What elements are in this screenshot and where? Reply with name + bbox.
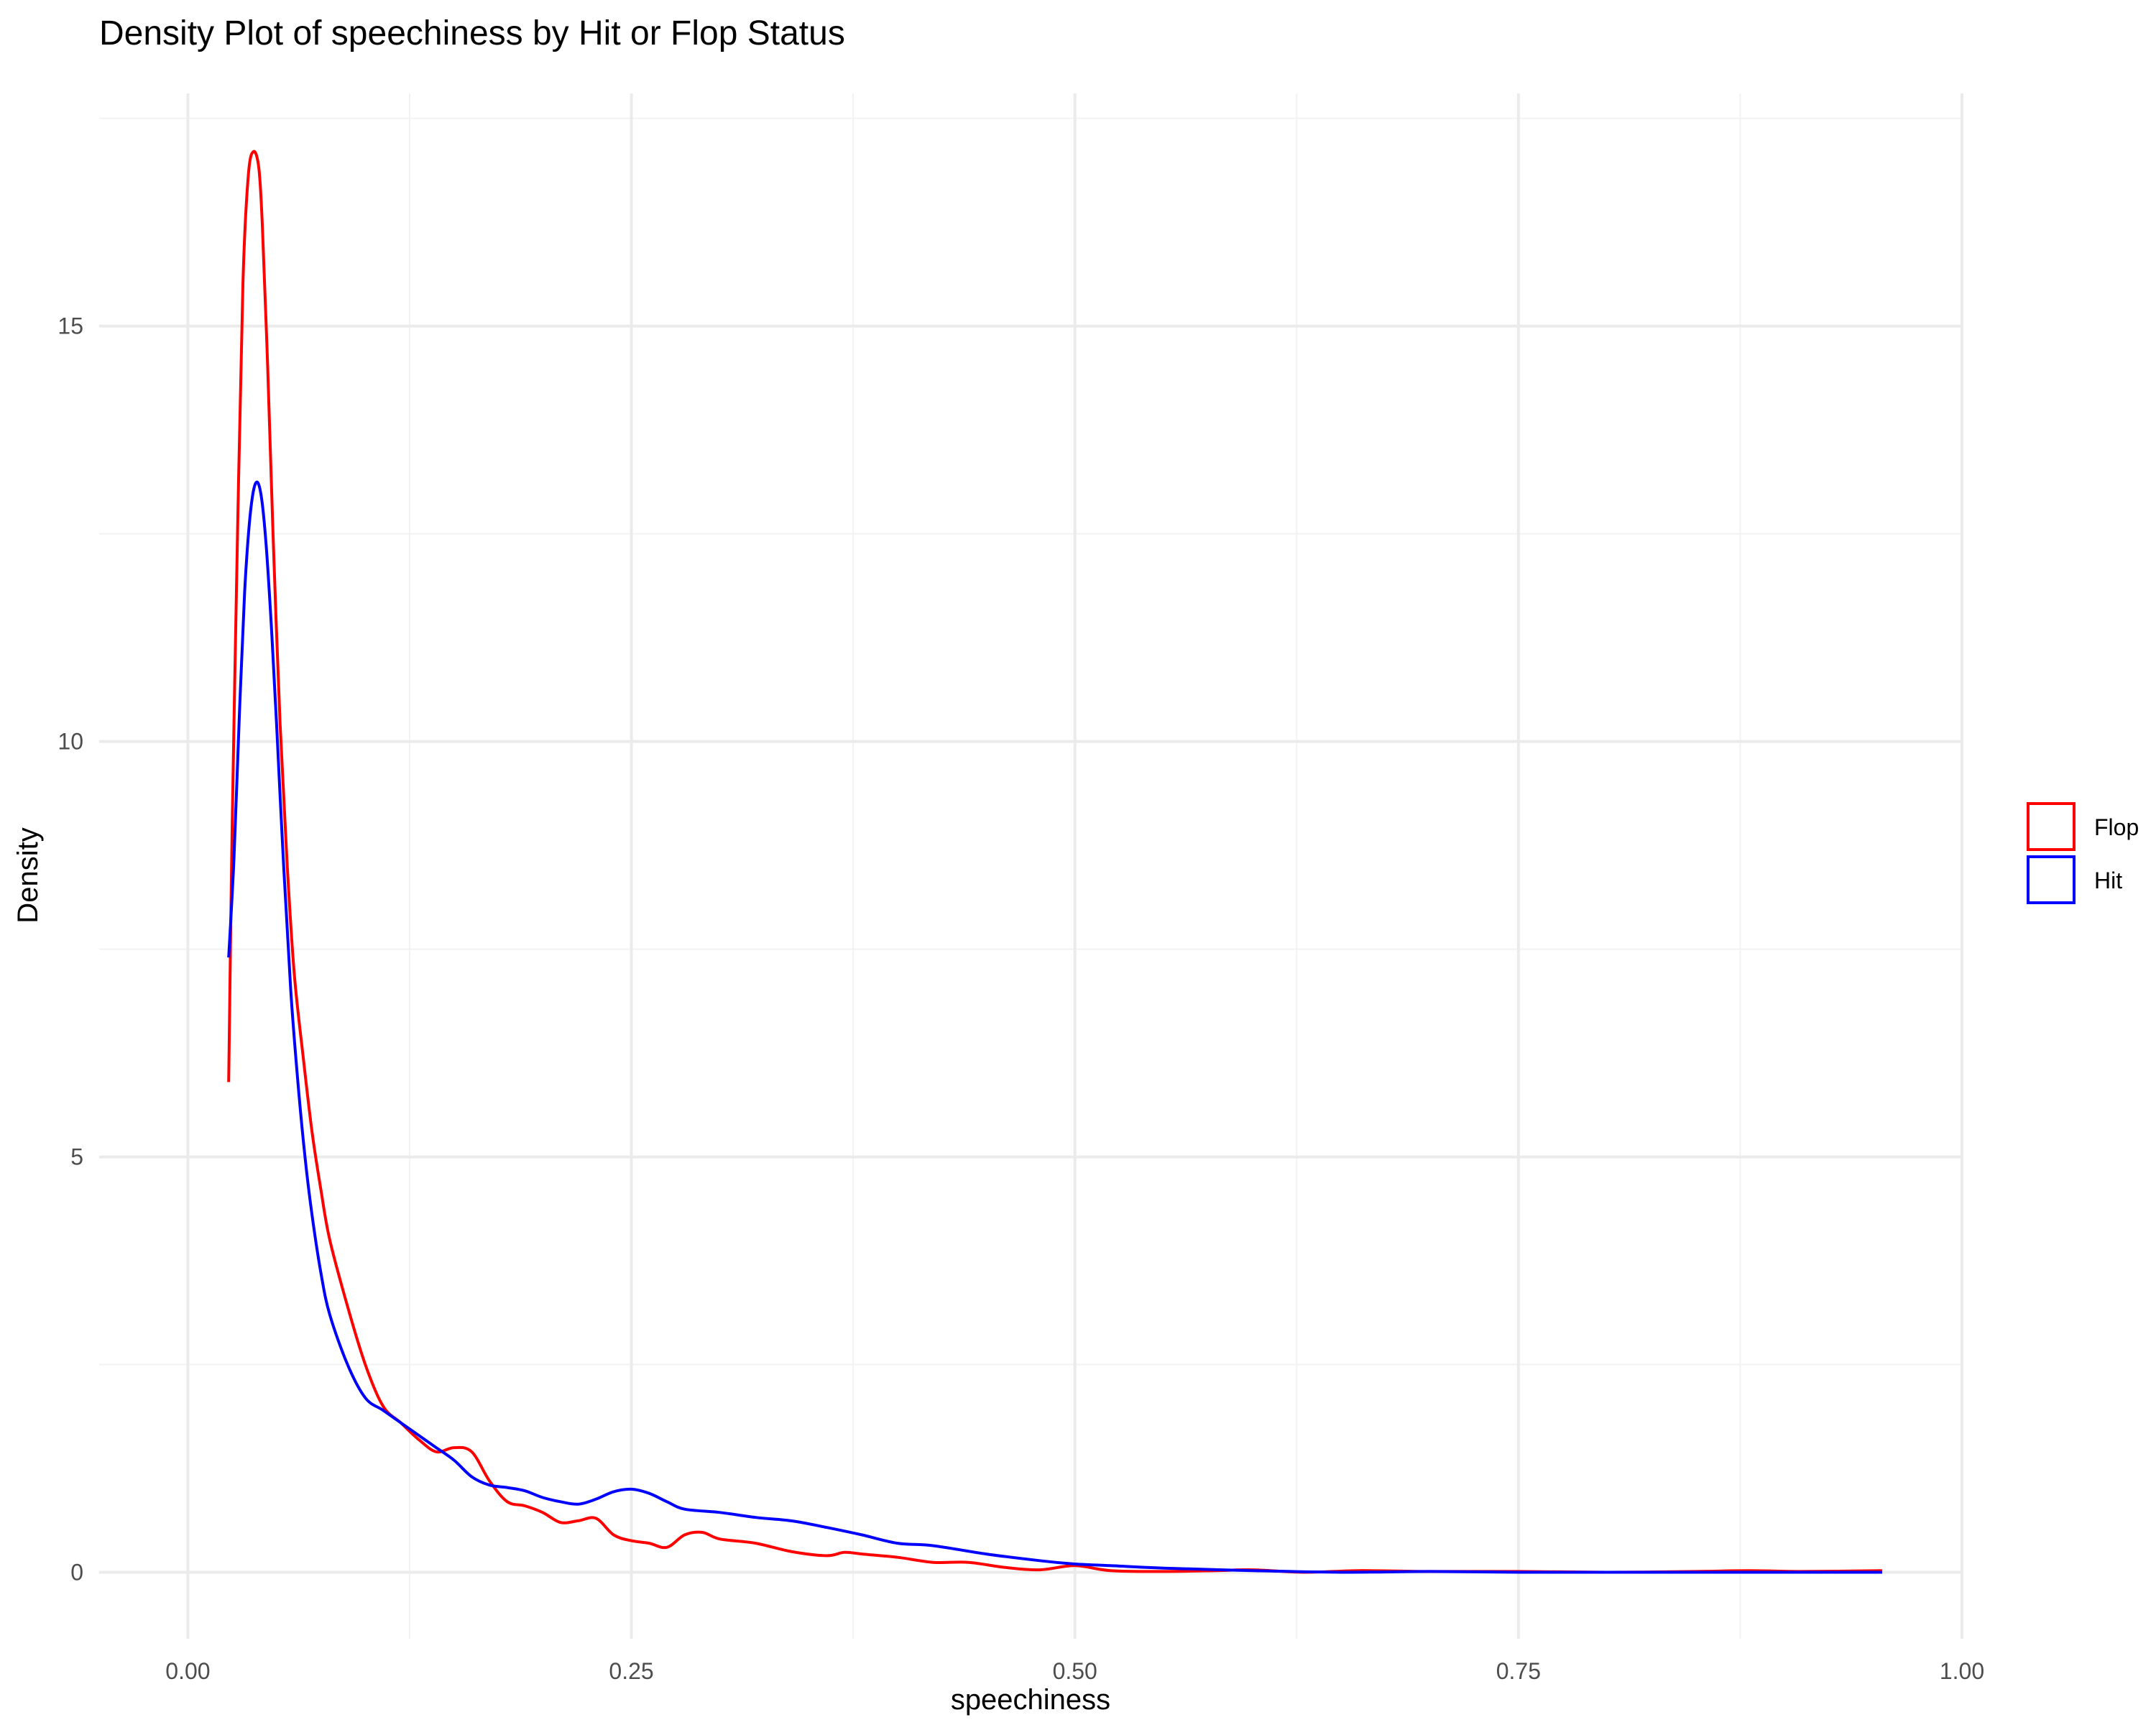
x-tick-labels: 0.00 0.25 0.50 0.75 1.00 xyxy=(165,1658,1984,1684)
legend-key-flop xyxy=(2027,802,2076,851)
y-axis-title: Density xyxy=(12,827,44,923)
series-line-hit xyxy=(227,480,1882,1574)
series-layer xyxy=(227,150,1882,1574)
x-tick-label: 0.75 xyxy=(1496,1658,1541,1684)
grid-layer xyxy=(99,93,1963,1639)
legend: Flop Hit xyxy=(2027,802,2139,904)
x-tick-label: 0.50 xyxy=(1053,1658,1097,1684)
y-tick-labels: 0 5 10 15 xyxy=(57,313,83,1586)
x-tick-label: 1.00 xyxy=(1940,1658,1984,1684)
x-axis-title: speechiness xyxy=(951,1684,1110,1716)
x-tick-label: 0.00 xyxy=(165,1658,210,1684)
chart-title: Density Plot of speechiness by Hit or Fl… xyxy=(99,14,845,52)
legend-label-flop: Flop xyxy=(2094,814,2139,840)
y-tick-label: 10 xyxy=(57,729,83,755)
y-tick-label: 0 xyxy=(70,1560,83,1586)
legend-label-hit: Hit xyxy=(2094,868,2122,893)
x-tick-label: 0.25 xyxy=(609,1658,653,1684)
y-tick-label: 15 xyxy=(57,313,83,339)
legend-key-hit xyxy=(2027,855,2076,904)
y-tick-label: 5 xyxy=(70,1144,83,1170)
